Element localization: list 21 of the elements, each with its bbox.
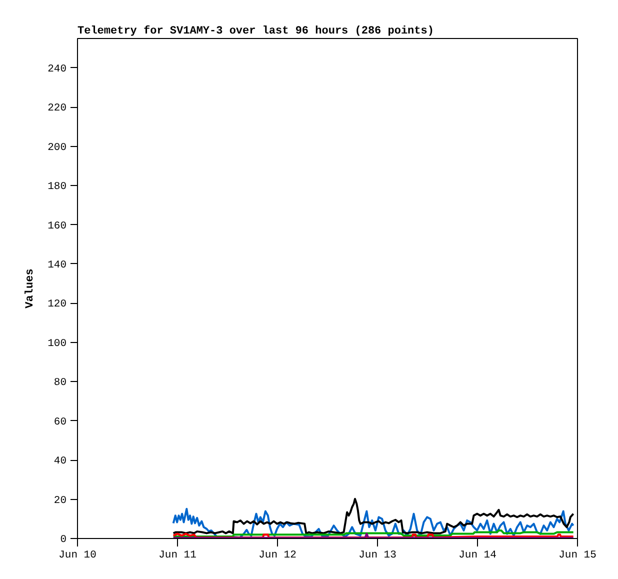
y-tick-label: 60 — [54, 416, 67, 428]
x-tick-label: Jun 12 — [258, 550, 296, 562]
y-tick-label: 0 — [60, 534, 67, 546]
y-tick-label: 120 — [48, 298, 67, 311]
y-axis-title: Values — [24, 268, 37, 308]
x-tick-label: Jun 13 — [358, 550, 396, 562]
y-tick-label: 200 — [48, 142, 67, 154]
y-tick-label: 220 — [48, 102, 67, 115]
y-tick-label: 20 — [54, 494, 67, 507]
y-tick-label: 40 — [54, 456, 67, 468]
y-tick-label: 180 — [48, 181, 67, 194]
y-tick-label: 80 — [54, 377, 67, 390]
y-tick-label: 160 — [48, 220, 67, 232]
x-tick-label: Jun 11 — [158, 550, 196, 562]
y-tick-label: 140 — [48, 259, 67, 272]
y-tick-label: 100 — [48, 338, 67, 350]
x-tick-label: Jun 14 — [458, 550, 496, 562]
chart-title: Telemetry for SV1AMY-3 over last 96 hours (286 points) — [78, 24, 434, 38]
y-tick-label: 240 — [48, 63, 67, 76]
x-tick-label: Jun 15 — [558, 550, 596, 562]
x-tick-label: Jun 10 — [58, 550, 96, 562]
